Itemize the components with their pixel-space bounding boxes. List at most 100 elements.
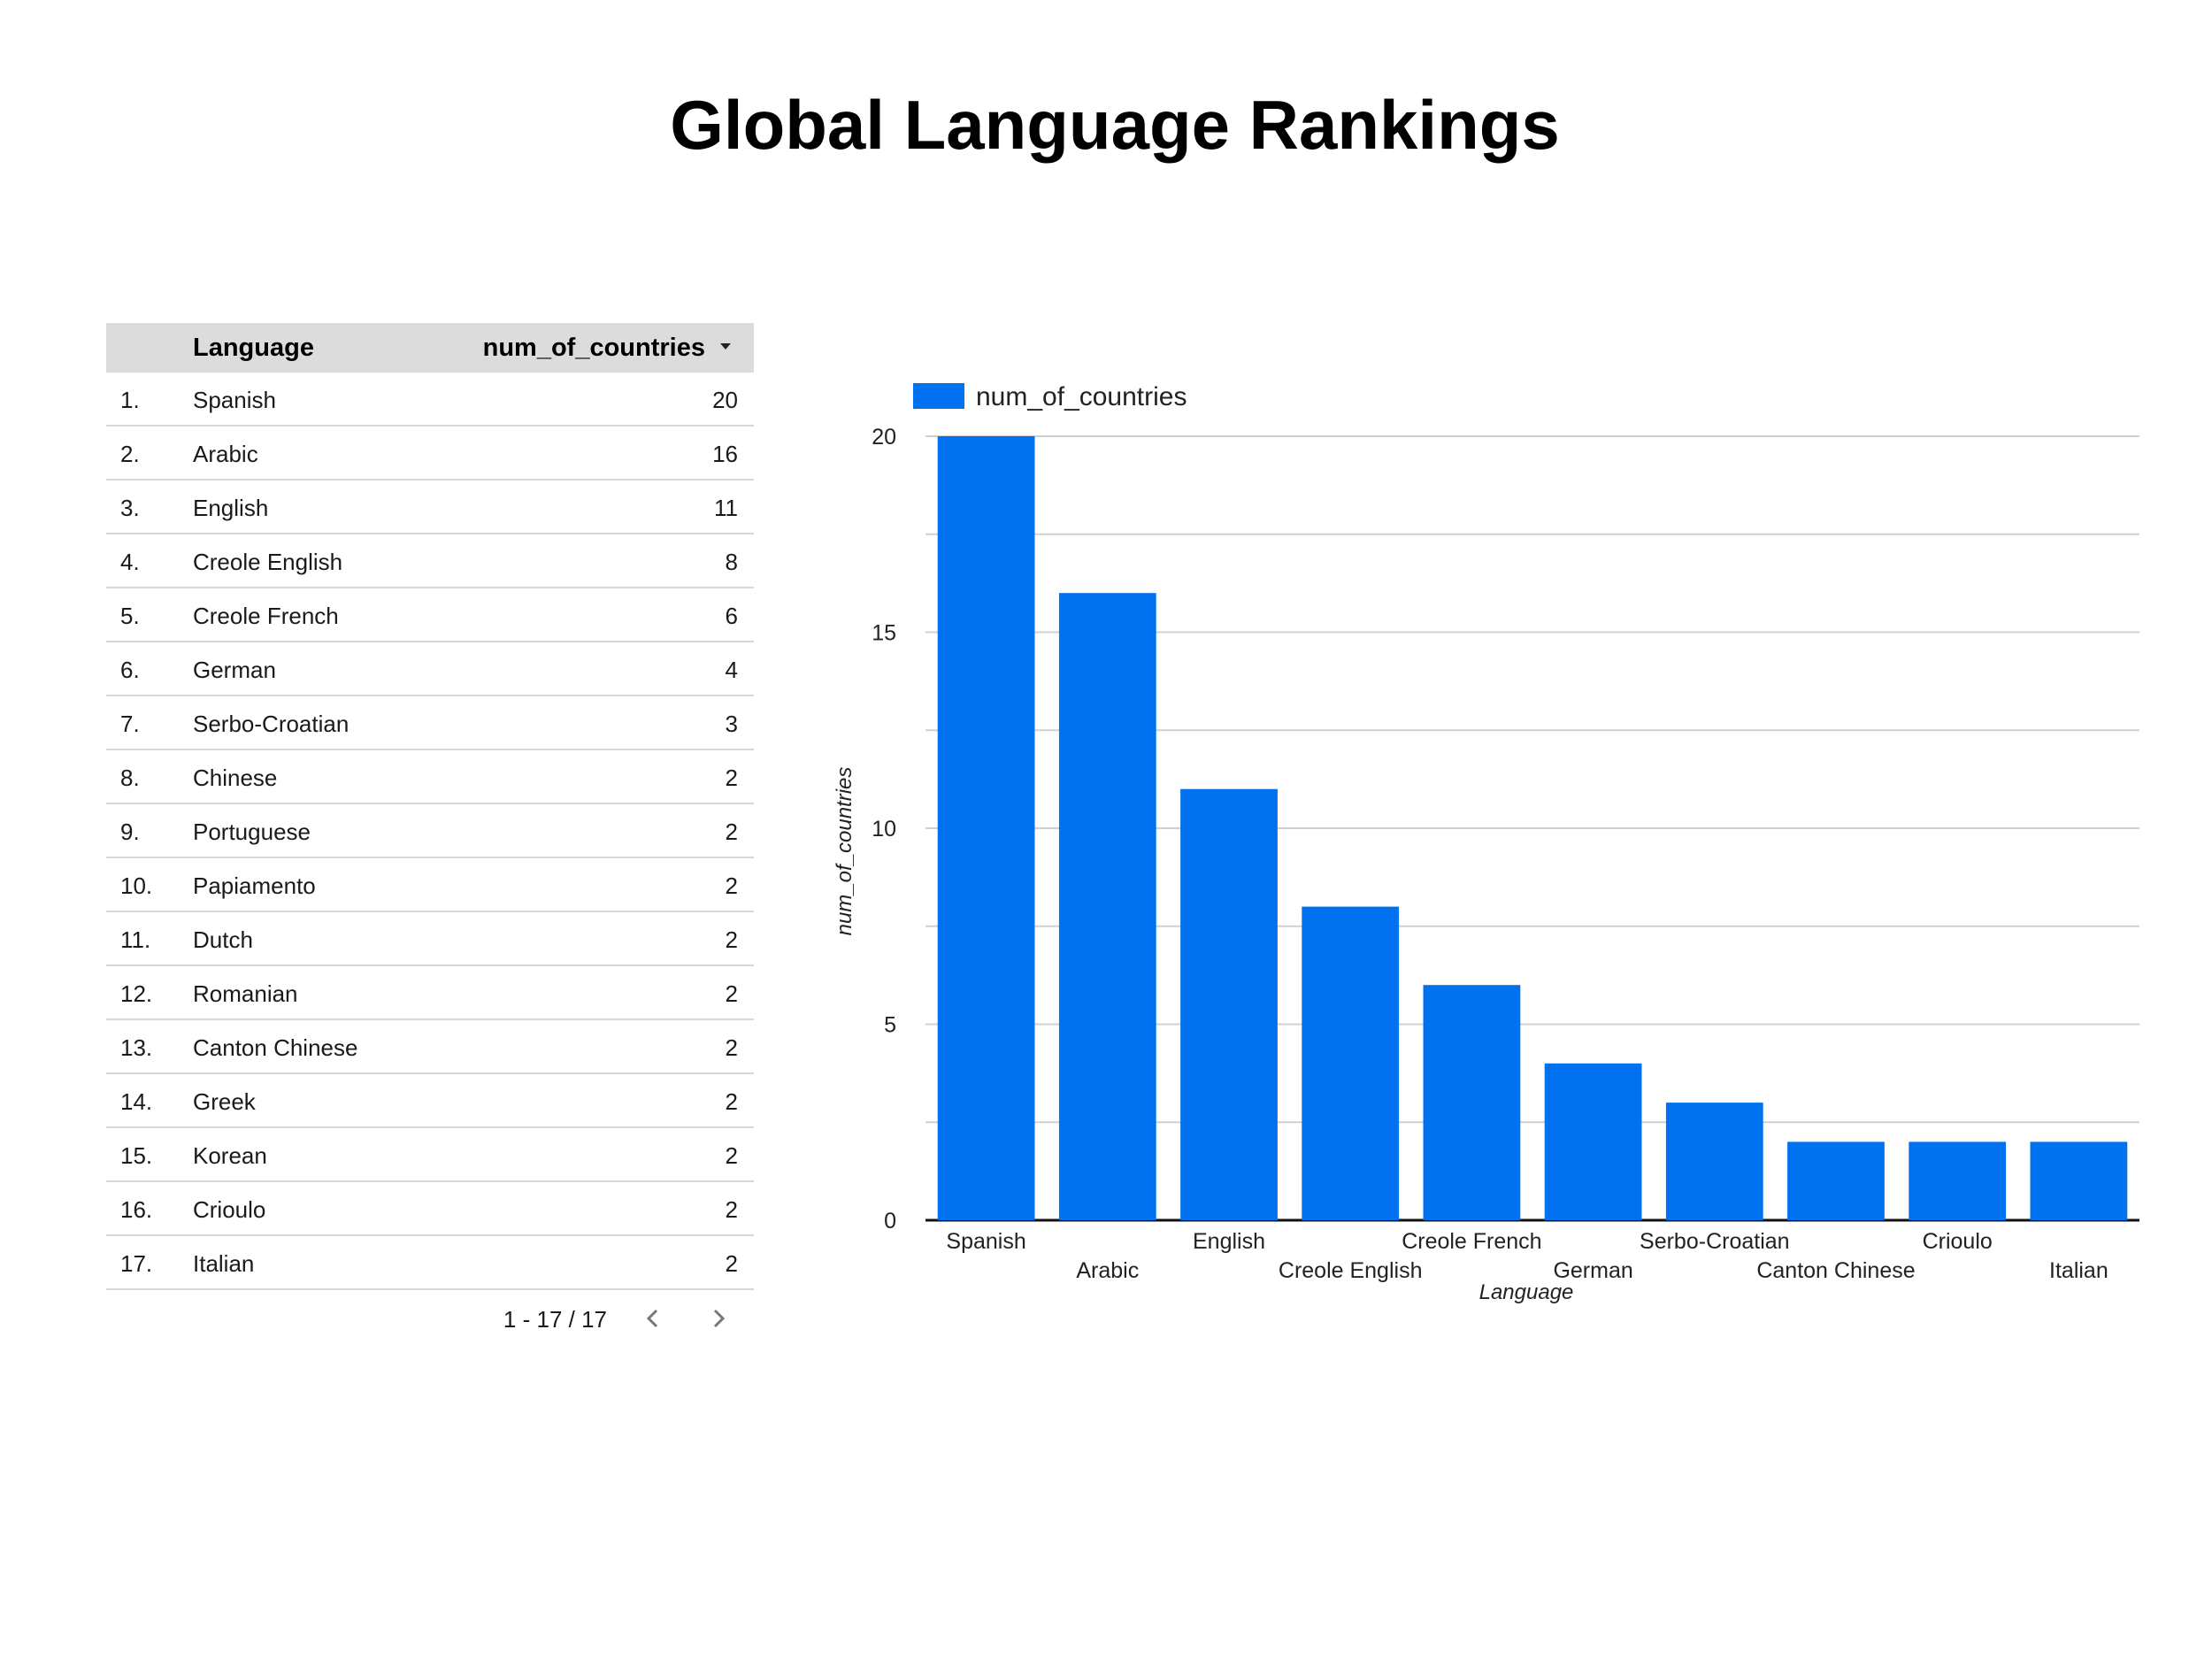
bar[interactable] [1423,985,1521,1220]
table-row[interactable]: 15. Korean 2 [106,1128,754,1182]
row-index: 7. [120,711,140,737]
row-index: 8. [120,765,140,791]
x-tick-label: German [1553,1258,1632,1283]
cell-language: Portuguese [193,818,311,845]
table-row[interactable]: 13. Canton Chinese 2 [106,1020,754,1074]
table-row[interactable]: 6. German 4 [106,642,754,696]
row-index: 6. [120,657,140,683]
cell-num-of-countries: 6 [725,603,738,629]
row-index: 13. [120,1034,153,1061]
cell-language: Serbo-Croatian [193,711,349,737]
cell-language: German [193,657,276,683]
y-tick-label: 0 [884,1209,896,1233]
bar[interactable] [1787,1141,1885,1220]
cell-language: Korean [193,1142,267,1169]
cell-language: Arabic [193,441,258,467]
table-row[interactable]: 17. Italian 2 [106,1236,754,1290]
x-axis-title: Language [1479,1280,1574,1304]
row-index: 9. [120,818,140,845]
bar[interactable] [1058,593,1156,1220]
cell-language: Creole English [193,549,343,575]
chevron-right-icon[interactable] [703,1303,734,1334]
cell-num-of-countries: 2 [725,1196,738,1223]
row-index: 17. [120,1250,153,1277]
row-index: 1. [120,387,140,413]
bar[interactable] [1544,1063,1642,1220]
table-row[interactable]: 14. Greek 2 [106,1074,754,1128]
cell-language: Spanish [193,387,276,413]
table-row[interactable]: 11. Dutch 2 [106,912,754,966]
table-row[interactable]: 2. Arabic 16 [106,427,754,480]
cell-num-of-countries: 2 [725,926,738,953]
cell-num-of-countries: 2 [725,818,738,845]
table-row[interactable]: 1. Spanish 20 [106,373,754,427]
cell-num-of-countries: 2 [725,1142,738,1169]
table-row[interactable]: 9. Portuguese 2 [106,804,754,858]
language-table: Language num_of_countries 1. Spanish 20 2. A… [106,323,754,1343]
x-tick-label: Italian [2049,1258,2108,1283]
bar[interactable] [937,436,1035,1220]
cell-num-of-countries: 2 [725,872,738,899]
table-body: 1. Spanish 20 2. Arabic 16 3. English 11 4. Creole… [106,373,754,1290]
column-header-language[interactable]: Language [193,334,314,362]
bar[interactable] [1302,906,1400,1220]
cell-language: Papiamento [193,872,316,899]
table-row[interactable]: 4. Creole English 8 [106,534,754,588]
bar[interactable] [2030,1141,2128,1220]
row-index: 3. [120,495,140,521]
table-row[interactable]: 16. Crioulo 2 [106,1182,754,1236]
bar[interactable] [1180,788,1278,1220]
chevron-left-icon[interactable] [637,1303,669,1334]
cell-num-of-countries: 2 [725,1250,738,1277]
bar[interactable] [1665,1103,1763,1220]
cell-num-of-countries: 16 [712,441,738,467]
caret-down-icon[interactable] [720,343,731,350]
table-row[interactable]: 10. Papiamento 2 [106,858,754,912]
cell-num-of-countries: 4 [725,657,738,683]
cell-num-of-countries: 11 [714,495,738,521]
table-row[interactable]: 3. English 11 [106,480,754,534]
cell-num-of-countries: 2 [725,765,738,791]
row-index: 14. [120,1088,153,1115]
table-header: Language num_of_countries [106,323,754,373]
x-tick-label: Spanish [946,1229,1025,1254]
cell-language: Romanian [193,980,298,1007]
row-index: 12. [120,980,153,1007]
x-tick-label: Creole French [1402,1229,1541,1254]
cell-language: Italian [193,1250,255,1277]
pagination: 1 - 17 / 17 [106,1290,754,1343]
cell-num-of-countries: 3 [725,711,738,737]
y-axis-title: num_of_countries [833,767,856,936]
legend-label[interactable]: num_of_countries [976,382,1187,411]
row-index: 10. [120,872,153,899]
y-tick-label: 20 [872,425,896,450]
table-row[interactable]: 8. Chinese 2 [106,750,754,804]
cell-num-of-countries: 8 [725,549,738,575]
cell-language: Greek [193,1088,256,1115]
x-tick-label: Canton Chinese [1756,1258,1915,1283]
legend-swatch[interactable] [913,383,964,409]
x-tick-label: Arabic [1076,1258,1139,1283]
column-header-num-of-countries[interactable]: num_of_countries [482,334,705,362]
x-tick-label: Serbo-Croatian [1640,1229,1790,1254]
row-index: 2. [120,441,140,467]
cell-num-of-countries: 20 [712,387,738,413]
cell-language: English [193,495,269,521]
page-title: Global Language Rankings [670,86,1560,164]
bar[interactable] [1909,1141,2007,1220]
cell-language: Creole French [193,603,339,629]
row-index: 11. [120,926,151,953]
cell-num-of-countries: 2 [725,980,738,1007]
cell-num-of-countries: 2 [725,1088,738,1115]
table-row[interactable]: 12. Romanian 2 [106,966,754,1020]
cell-language: Dutch [193,926,253,953]
x-tick-label: English [1193,1229,1265,1254]
x-tick-label: Crioulo [1923,1229,1993,1254]
row-index: 5. [120,603,140,629]
cell-language: Canton Chinese [193,1034,358,1061]
pagination-range: 1 - 17 / 17 [503,1306,607,1333]
table-row[interactable]: 7. Serbo-Croatian 3 [106,696,754,750]
table-row[interactable]: 5. Creole French 6 [106,588,754,642]
cell-language: Chinese [193,765,278,791]
